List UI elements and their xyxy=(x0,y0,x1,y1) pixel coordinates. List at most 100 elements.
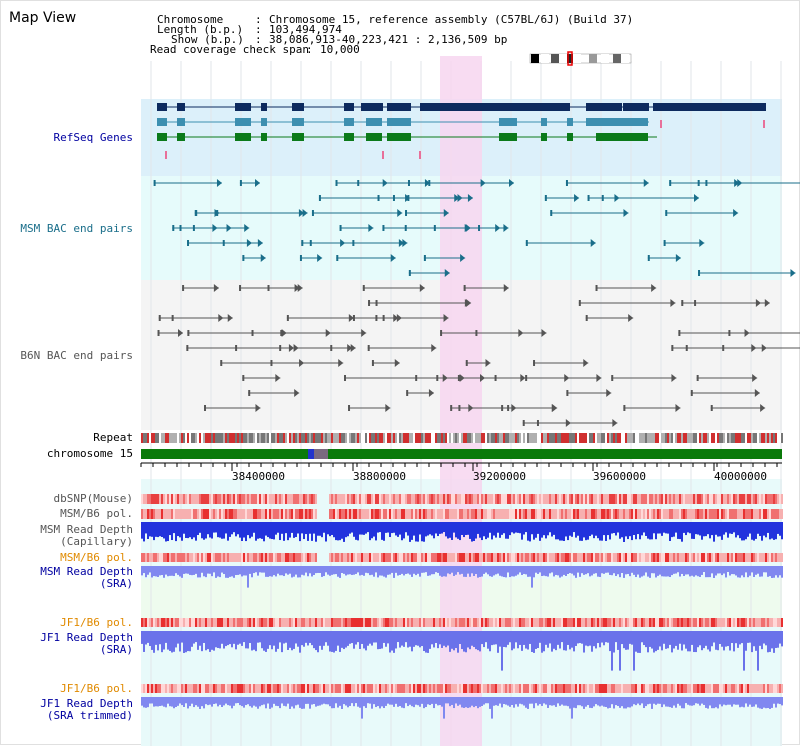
read-depth-bar xyxy=(253,697,255,706)
read-depth-bar xyxy=(153,566,155,577)
pol-heat-cell xyxy=(353,553,355,562)
repeat-segment xyxy=(273,433,275,443)
jf1-b6-pol-2-label[interactable]: JF1/B6 pol. xyxy=(60,682,133,695)
pol-heat-cell xyxy=(581,553,583,562)
jf1-read-depth-trimmed-label-1[interactable]: JF1 Read Depth xyxy=(40,697,133,710)
pol-heat-cell xyxy=(561,494,563,504)
pol-heat-cell xyxy=(743,553,745,562)
read-depth-bar xyxy=(621,631,623,645)
pol-heat-cell xyxy=(761,684,763,693)
refseq-genes-label[interactable]: RefSeq Genes xyxy=(53,131,133,144)
pol-heat-cell xyxy=(759,618,761,627)
msm-read-depth-capillary-label-1[interactable]: MSM Read Depth xyxy=(40,523,133,536)
pol-heat-cell xyxy=(701,618,703,627)
msm-b6-pol-2-label[interactable]: MSM/B6 pol. xyxy=(60,551,133,564)
pol-heat-cell xyxy=(669,553,671,562)
pol-heat-cell xyxy=(231,553,233,562)
msm-bac-end-pairs-label[interactable]: MSM BAC end pairs xyxy=(20,222,133,235)
pol-heat-cell xyxy=(765,494,767,504)
pol-heat-cell xyxy=(491,618,493,627)
read-depth-bar xyxy=(571,522,573,537)
pol-heat-cell xyxy=(779,509,781,519)
pol-heat-cell xyxy=(481,553,483,562)
jf1-read-depth-sra-label-1[interactable]: JF1 Read Depth xyxy=(40,631,133,644)
repeat-segment xyxy=(467,433,469,443)
pol-heat-cell xyxy=(153,494,155,504)
pol-heat-cell xyxy=(551,553,553,562)
read-depth-bar xyxy=(305,631,307,643)
pol-heat-cell xyxy=(299,684,301,693)
read-depth-bar xyxy=(217,631,219,648)
ideogram-band xyxy=(567,54,575,63)
ideogram-band xyxy=(551,54,559,63)
pol-heat-cell xyxy=(747,494,749,504)
read-depth-bar xyxy=(205,631,207,651)
pol-heat-cell xyxy=(253,553,255,562)
pol-heat-cell xyxy=(335,494,337,504)
pol-heat-cell xyxy=(243,553,245,562)
read-depth-bar xyxy=(255,522,257,541)
pol-heat-cell xyxy=(269,684,271,693)
pol-heat-cell xyxy=(177,509,179,519)
read-depth-bar xyxy=(581,522,583,541)
pol-heat-cell xyxy=(607,553,609,562)
pol-heat-cell xyxy=(201,509,203,519)
pol-heat-cell xyxy=(735,684,737,693)
pol-heat-cell xyxy=(707,553,709,562)
read-depth-bar xyxy=(733,631,735,652)
read-depth-bar xyxy=(595,522,597,536)
read-depth-bar xyxy=(327,631,329,646)
repeat-segment xyxy=(703,433,705,443)
msm-read-depth-sra-label-1[interactable]: MSM Read Depth xyxy=(40,565,133,578)
read-depth-bar xyxy=(321,697,323,705)
b6n-bac-pair-end xyxy=(450,405,453,411)
b6n-bac-pair-end xyxy=(394,359,400,367)
pol-heat-cell xyxy=(507,553,509,562)
read-depth-bar xyxy=(211,697,213,707)
read-depth-bar xyxy=(333,631,335,653)
pol-heat-cell xyxy=(539,684,541,693)
pol-heat-cell xyxy=(143,684,145,693)
pol-heat-cell xyxy=(199,509,201,519)
repeat-segment xyxy=(233,433,235,443)
pol-heat-cell xyxy=(351,618,353,627)
b6n-bac-pair-end xyxy=(459,374,465,382)
repeat-segment xyxy=(311,433,313,443)
pol-heat-cell xyxy=(253,684,255,693)
repeat-segment xyxy=(697,433,699,443)
read-depth-bar xyxy=(519,522,521,534)
pol-heat-cell xyxy=(291,553,293,562)
read-depth-bar xyxy=(361,631,363,644)
pol-heat-cell xyxy=(591,494,593,504)
b6n-bac-end-pairs-label[interactable]: B6N BAC end pairs xyxy=(20,349,133,362)
read-depth-bar xyxy=(471,631,473,646)
pol-heat-cell xyxy=(221,684,223,693)
dbsnp-label[interactable]: dbSNP(Mouse) xyxy=(53,492,133,505)
read-depth-bar xyxy=(539,522,541,541)
pol-heat-cell xyxy=(733,553,735,562)
read-depth-bar xyxy=(613,697,615,709)
read-depth-bar xyxy=(609,566,611,575)
pol-heat-cell xyxy=(759,509,761,519)
jf1-b6-pol-label[interactable]: JF1/B6 pol. xyxy=(60,616,133,629)
pol-heat-cell xyxy=(417,684,419,693)
read-depth-bar xyxy=(459,566,461,575)
read-depth-bar xyxy=(147,566,149,575)
pol-heat-cell xyxy=(663,618,665,627)
read-depth-bar xyxy=(761,522,763,541)
msm-b6-pol-label[interactable]: MSM/B6 pol. xyxy=(60,507,133,520)
pol-heat-cell xyxy=(381,684,383,693)
gene-exon xyxy=(177,103,185,111)
repeat-segment xyxy=(471,433,473,443)
msm-bac-pair-end xyxy=(544,195,547,201)
repeat-segment xyxy=(289,433,291,443)
pol-heat-cell xyxy=(597,684,599,693)
read-depth-bar xyxy=(533,566,535,578)
repeat-segment xyxy=(415,433,417,443)
gene-exon xyxy=(261,133,267,141)
pol-heat-cell xyxy=(679,553,681,562)
read-depth-bar xyxy=(489,631,491,652)
pol-heat-cell xyxy=(331,553,333,562)
pol-heat-cell xyxy=(707,684,709,693)
